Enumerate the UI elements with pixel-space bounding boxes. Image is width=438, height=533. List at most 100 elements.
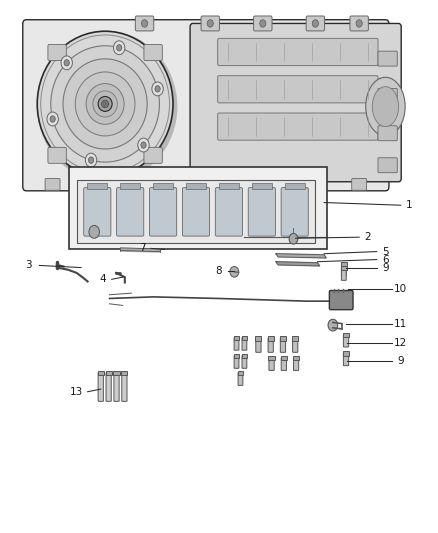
FancyBboxPatch shape	[378, 126, 397, 141]
Bar	[242, 336, 247, 340]
Ellipse shape	[75, 72, 135, 136]
Circle shape	[289, 233, 298, 244]
Circle shape	[141, 142, 146, 148]
Text: 7: 7	[139, 244, 146, 253]
FancyBboxPatch shape	[293, 338, 298, 352]
Text: 3: 3	[25, 261, 32, 270]
FancyBboxPatch shape	[190, 23, 401, 182]
Ellipse shape	[93, 91, 117, 117]
FancyBboxPatch shape	[352, 179, 367, 190]
Text: 9: 9	[397, 357, 404, 366]
FancyBboxPatch shape	[215, 188, 243, 236]
FancyBboxPatch shape	[300, 179, 315, 190]
FancyBboxPatch shape	[96, 179, 111, 190]
Text: 4: 4	[99, 274, 106, 284]
Bar	[238, 371, 244, 375]
Bar	[120, 183, 140, 189]
Bar	[285, 183, 305, 189]
FancyBboxPatch shape	[254, 16, 272, 31]
Ellipse shape	[86, 84, 124, 124]
Ellipse shape	[366, 77, 405, 136]
Bar	[106, 371, 112, 375]
FancyBboxPatch shape	[84, 188, 111, 236]
FancyBboxPatch shape	[234, 337, 239, 350]
Circle shape	[328, 319, 338, 331]
Circle shape	[88, 157, 94, 163]
FancyBboxPatch shape	[342, 268, 346, 280]
Circle shape	[50, 116, 55, 122]
FancyBboxPatch shape	[218, 113, 378, 140]
Bar	[234, 354, 240, 358]
Bar	[219, 183, 239, 189]
Bar	[293, 356, 299, 360]
Circle shape	[230, 266, 239, 277]
Bar	[121, 371, 127, 375]
FancyBboxPatch shape	[242, 356, 247, 368]
Circle shape	[207, 20, 213, 27]
Text: 8: 8	[215, 266, 223, 276]
Circle shape	[141, 20, 148, 27]
Text: 5: 5	[382, 247, 389, 256]
Text: 13: 13	[70, 387, 83, 397]
Text: 6: 6	[382, 255, 389, 264]
Ellipse shape	[37, 31, 177, 182]
Circle shape	[155, 86, 160, 92]
FancyBboxPatch shape	[250, 179, 265, 190]
Bar	[252, 183, 272, 189]
Circle shape	[85, 153, 97, 167]
FancyBboxPatch shape	[218, 38, 378, 66]
FancyBboxPatch shape	[234, 356, 239, 368]
Bar	[186, 183, 206, 189]
FancyBboxPatch shape	[122, 373, 127, 401]
FancyBboxPatch shape	[350, 16, 368, 31]
Bar	[341, 262, 347, 266]
Bar	[77, 180, 315, 243]
Bar	[87, 183, 107, 189]
FancyBboxPatch shape	[45, 179, 60, 190]
Bar	[280, 336, 286, 341]
FancyBboxPatch shape	[106, 373, 111, 401]
Ellipse shape	[102, 100, 109, 108]
FancyBboxPatch shape	[218, 76, 378, 103]
FancyBboxPatch shape	[147, 179, 162, 190]
FancyBboxPatch shape	[144, 147, 162, 163]
FancyBboxPatch shape	[201, 16, 219, 31]
FancyBboxPatch shape	[378, 51, 397, 66]
Text: 2: 2	[364, 232, 371, 242]
FancyBboxPatch shape	[198, 179, 213, 190]
Circle shape	[260, 20, 266, 27]
Polygon shape	[276, 254, 326, 258]
Bar	[113, 371, 120, 375]
Bar	[343, 351, 349, 356]
FancyBboxPatch shape	[343, 353, 349, 366]
Ellipse shape	[63, 59, 147, 149]
FancyBboxPatch shape	[149, 188, 177, 236]
Circle shape	[89, 225, 99, 238]
Text: 11: 11	[394, 319, 407, 328]
Text: 1: 1	[406, 200, 413, 210]
Circle shape	[64, 60, 69, 66]
Ellipse shape	[98, 96, 112, 111]
Bar	[292, 336, 298, 341]
FancyBboxPatch shape	[329, 290, 353, 310]
Bar	[281, 356, 287, 360]
FancyBboxPatch shape	[248, 188, 276, 236]
FancyBboxPatch shape	[48, 147, 66, 163]
FancyBboxPatch shape	[48, 45, 66, 61]
Circle shape	[61, 56, 72, 70]
FancyBboxPatch shape	[238, 373, 243, 385]
Ellipse shape	[372, 86, 399, 126]
FancyBboxPatch shape	[281, 188, 308, 236]
Circle shape	[138, 138, 149, 152]
FancyBboxPatch shape	[280, 338, 286, 352]
Bar	[343, 333, 349, 337]
Circle shape	[113, 41, 125, 55]
Circle shape	[312, 20, 318, 27]
FancyBboxPatch shape	[98, 373, 103, 401]
FancyBboxPatch shape	[342, 263, 346, 276]
Text: 10: 10	[394, 284, 407, 294]
FancyBboxPatch shape	[343, 334, 349, 347]
Bar	[268, 356, 275, 360]
Bar	[255, 336, 261, 341]
FancyBboxPatch shape	[268, 338, 273, 352]
